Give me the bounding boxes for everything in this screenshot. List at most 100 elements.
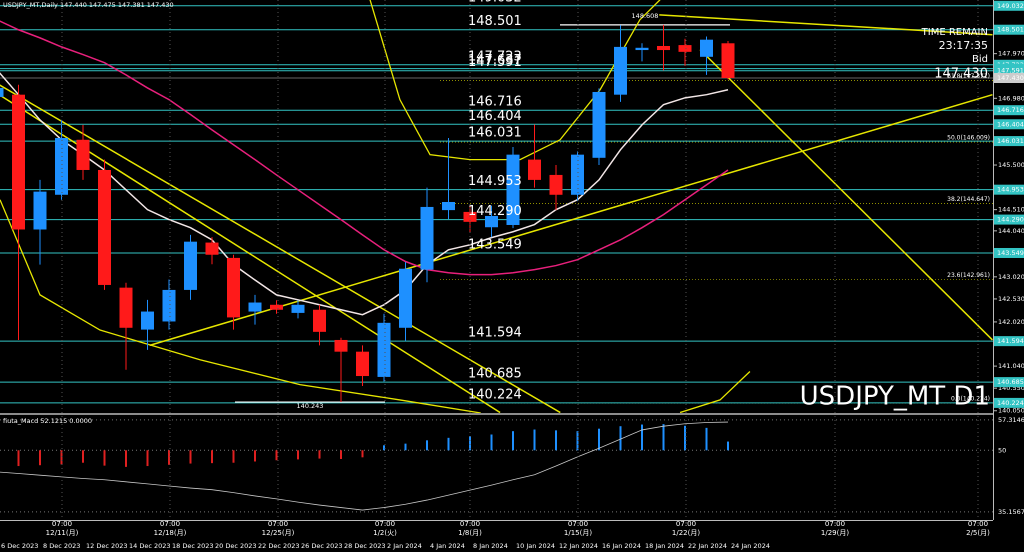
x-tick-label: 18 Dec 2023 xyxy=(172,542,214,550)
candle-body xyxy=(549,174,563,195)
bid-axis-label: 147.430 xyxy=(997,74,1024,82)
y-tick-label: 144.040 xyxy=(998,227,1024,235)
x-tick-label: 2 Jan 2024 xyxy=(387,542,422,550)
session-time: 07:00 xyxy=(968,520,988,528)
y-tick-label: 146.980 xyxy=(998,94,1024,102)
y-tick-label: 142.020 xyxy=(998,318,1024,326)
macd-bar xyxy=(619,426,622,451)
fib-label: 23.6(142.961) xyxy=(947,272,990,279)
level-axis-box xyxy=(994,247,1024,258)
level-label: 144.953 xyxy=(468,174,522,189)
macd-bar xyxy=(189,450,192,464)
y-tick-label: 141.040 xyxy=(998,362,1024,370)
session-time: 07:00 xyxy=(160,520,180,528)
candle-body xyxy=(635,47,649,51)
level-axis-label: 140.224 xyxy=(997,399,1024,407)
macd-bar xyxy=(598,428,600,451)
fib-label: 61.8(147.371) xyxy=(947,73,990,80)
level-label: 148.501 xyxy=(468,14,522,29)
level-axis-label: 149.032 xyxy=(997,2,1024,10)
time-remain-label: TIME REMAIN xyxy=(921,27,988,38)
macd-bar xyxy=(17,450,20,467)
x-tick-label: 28 Dec 2023 xyxy=(344,542,386,550)
macd-title: fiuta_Macd 52.1215 0.0000 xyxy=(3,417,92,425)
watermark: USDJPY_MT D1 xyxy=(800,382,990,412)
candle-body xyxy=(334,339,348,352)
level-label: 140.224 xyxy=(468,387,522,402)
y-tick-label: 145.500 xyxy=(998,161,1024,169)
macd-bar xyxy=(447,437,450,451)
x-tick-label: 20 Dec 2023 xyxy=(215,542,257,550)
candle-body xyxy=(0,87,4,97)
bid-axis-box xyxy=(994,73,1024,84)
level-axis-label: 147.591 xyxy=(997,67,1024,75)
x-tick-label: 18 Jan 2024 xyxy=(645,542,684,550)
macd-bar xyxy=(361,450,364,458)
macd-bar xyxy=(39,450,41,466)
candle-body xyxy=(313,309,326,332)
macd-signal xyxy=(0,421,729,511)
level-axis-box xyxy=(994,336,1024,347)
macd-bar xyxy=(146,450,149,467)
candle-body xyxy=(33,191,47,230)
level-label: 146.716 xyxy=(468,95,522,110)
macd-bar xyxy=(426,440,428,451)
macd-bar xyxy=(662,424,665,451)
level-axis-box xyxy=(994,24,1024,35)
level-axis-label: 146.031 xyxy=(997,137,1024,145)
band-line xyxy=(679,371,751,413)
level-label: 147.591 xyxy=(468,55,522,70)
trend-line xyxy=(0,84,561,413)
macd-bar xyxy=(318,450,321,459)
candle-body xyxy=(592,91,606,158)
band-line xyxy=(369,0,661,161)
trend-line xyxy=(659,14,993,36)
macd-bar xyxy=(211,450,213,464)
candle-body xyxy=(528,159,541,180)
session-date: 1/2(火) xyxy=(373,529,397,537)
session-time: 07:00 xyxy=(676,520,696,528)
x-tick-label: 14 Dec 2023 xyxy=(129,542,171,550)
candle-body xyxy=(420,206,434,270)
level-label: 144.290 xyxy=(468,204,522,219)
macd-bar xyxy=(254,450,256,462)
macd-bar xyxy=(340,450,342,459)
y-tick-label: 142.530 xyxy=(998,295,1024,303)
x-tick-label: 16 Jan 2024 xyxy=(602,542,641,550)
candle-body xyxy=(614,46,627,95)
candle-body xyxy=(162,289,176,322)
macd-bar xyxy=(512,431,514,451)
macd-bar xyxy=(103,450,106,466)
level-axis-box xyxy=(994,397,1024,408)
bid-price: 147.430 xyxy=(934,67,988,82)
level-label: 149.032 xyxy=(468,0,522,5)
x-tick-label: 8 Dec 2023 xyxy=(43,542,80,550)
x-tick-label: 8 Jan 2024 xyxy=(473,542,508,550)
x-tick-label: 10 Jan 2024 xyxy=(516,542,555,550)
candle-body xyxy=(291,304,305,313)
macd-bar xyxy=(533,429,536,451)
session-date: 1/15(月) xyxy=(564,529,592,537)
macd-tick-label: 35.1567 xyxy=(998,508,1024,516)
level-axis-label: 146.716 xyxy=(997,106,1024,114)
moving-average xyxy=(0,20,729,276)
level-label: 147.637 xyxy=(468,53,522,68)
macd-bar xyxy=(705,427,708,451)
session-time: 07:00 xyxy=(568,520,588,528)
x-tick-label: 12 Jan 2024 xyxy=(559,542,598,550)
candle-body xyxy=(12,94,25,230)
session-date: 12/18(月) xyxy=(154,529,187,537)
macd-tick-label: 57.3146 xyxy=(998,416,1024,424)
level-axis-label: 143.549 xyxy=(997,249,1024,257)
level-axis-label: 144.290 xyxy=(997,216,1024,224)
macd-bar xyxy=(383,445,385,451)
candle-body xyxy=(119,287,133,328)
time-remain: 23:17:35 xyxy=(939,39,988,52)
session-date: 1/22(月) xyxy=(672,529,700,537)
extreme-label: 140.243 xyxy=(297,402,324,410)
candle-body xyxy=(377,322,391,377)
candle-body xyxy=(399,268,412,328)
candle-body xyxy=(678,45,692,52)
